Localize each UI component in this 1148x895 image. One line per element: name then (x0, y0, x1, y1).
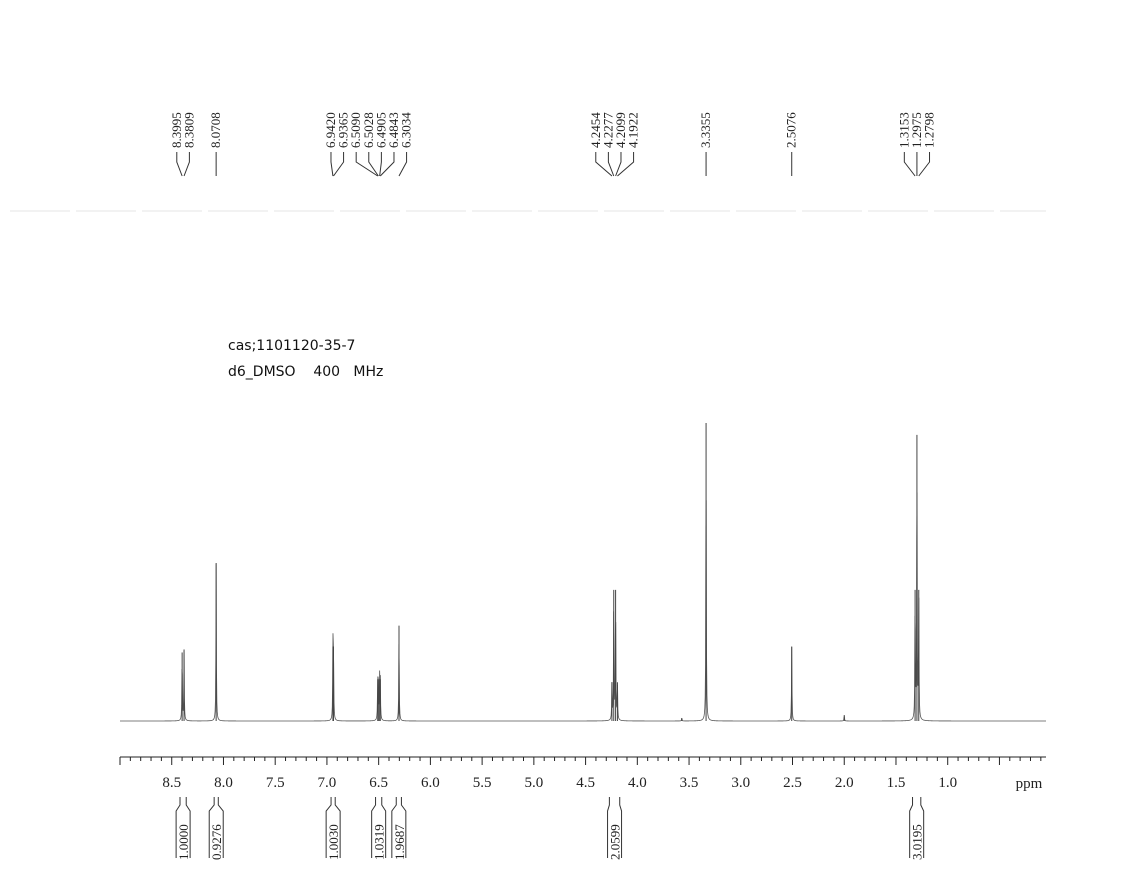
peak-label: 6.4843 (386, 112, 401, 148)
x-tick-label: 4.5 (576, 775, 595, 791)
peak-label-connector (615, 152, 622, 177)
x-tick-label: 8.5 (162, 775, 181, 791)
peak-label-connector (607, 152, 615, 177)
integral-value-label: 2.0599 (608, 824, 623, 860)
x-tick-label: 8.0 (214, 775, 233, 791)
peak-label: 8.3995 (169, 112, 184, 148)
peak-label-connector (176, 152, 183, 177)
peak-label-connector (903, 152, 916, 177)
integral-bracket (208, 797, 215, 858)
x-tick-label: 3.5 (680, 775, 699, 791)
x-tick-label: 1.5 (887, 775, 906, 791)
integral-bracket (217, 797, 224, 858)
peak-label-connector (379, 152, 395, 177)
integral-bracket (909, 797, 914, 858)
peak-label: 6.4905 (373, 112, 388, 148)
x-tick-label: 6.5 (369, 775, 388, 791)
peak-label: 1.2975 (909, 112, 924, 148)
peak-label-connector (379, 152, 382, 177)
integral-bracket (920, 797, 925, 858)
integral-bracket (371, 797, 377, 858)
integral-bracket (607, 797, 610, 858)
peak-label: 8.0708 (208, 112, 223, 148)
integral-value-label: 1.0000 (176, 824, 191, 860)
peak-label-connector (368, 152, 379, 177)
peak-label: 4.1922 (626, 112, 641, 148)
x-tick-label: 3.0 (731, 775, 750, 791)
peak-label-connector (183, 152, 190, 177)
spectrum-layer (120, 423, 1046, 722)
peak-label: 1.3153 (896, 112, 911, 148)
integral-bracket (325, 797, 332, 858)
x-tick-label: 6.0 (421, 775, 440, 791)
x-tick-label: 2.0 (835, 775, 854, 791)
x-axis-unit-label: ppm (1016, 776, 1043, 792)
integral-bracket (400, 797, 407, 858)
integral-layer: 1.0000 0.9276 1.0030 1.0319 1.9687 2.0599 3.01… (175, 797, 925, 860)
peak-label-connector (595, 152, 613, 177)
x-tick-label: 7.0 (318, 775, 337, 791)
peak-label: 8.3809 (181, 112, 196, 148)
x-tick-label: 5.5 (473, 775, 492, 791)
x-tick-label: 1.0 (938, 775, 957, 791)
peak-label: 4.2099 (613, 112, 628, 148)
integral-bracket (381, 797, 387, 858)
peak-label: 6.9365 (336, 112, 351, 148)
peak-label-connector (355, 152, 379, 177)
peak-label-connector (918, 152, 931, 177)
peak-label: 6.9420 (323, 112, 338, 148)
peak-label-connector (333, 152, 345, 177)
x-tick-label: 2.5 (783, 775, 802, 791)
peak-label: 6.5028 (361, 112, 376, 148)
integral-value-label: 1.0030 (326, 824, 341, 860)
peak-label-connector (398, 152, 408, 177)
peak-label: 3.3355 (698, 112, 713, 148)
x-axis: 8.5 8.0 7.5 7.0 6.5 6.0 5.5 5.0 4.5 4.0 3.5 3.0 2.5 2… (119, 756, 1046, 792)
integral-value-label: 0.9276 (209, 824, 224, 860)
peak-label: 6.3034 (399, 112, 414, 148)
integral-bracket (185, 797, 191, 858)
x-tick-label: 4.0 (628, 775, 647, 791)
peak-label: 2.5076 (784, 112, 799, 148)
x-tick-label: 7.5 (266, 775, 285, 791)
integral-bracket (334, 797, 341, 858)
integral-bracket (391, 797, 397, 858)
peak-label: 1.2798 (922, 112, 937, 148)
integral-bracket (619, 797, 623, 858)
sample-conditions-label: d6_DMSO 400 MHz (228, 364, 384, 380)
peak-label: 4.2277 (600, 112, 615, 148)
integral-value-label: 1.0319 (372, 824, 387, 860)
integral-value-label: 3.0195 (910, 824, 925, 860)
peak-label: 4.2454 (588, 112, 603, 148)
peak-label: 6.5090 (348, 112, 363, 148)
peak-label-connector (617, 152, 635, 177)
peak-label-connector (330, 152, 334, 177)
spectrum-trace (120, 492, 1046, 722)
sample-cas-label: cas;1101120-35-7 (228, 338, 356, 354)
integral-bracket (175, 797, 181, 858)
integral-value-label: 1.9687 (392, 824, 407, 860)
x-tick-label: 5.0 (524, 775, 543, 791)
